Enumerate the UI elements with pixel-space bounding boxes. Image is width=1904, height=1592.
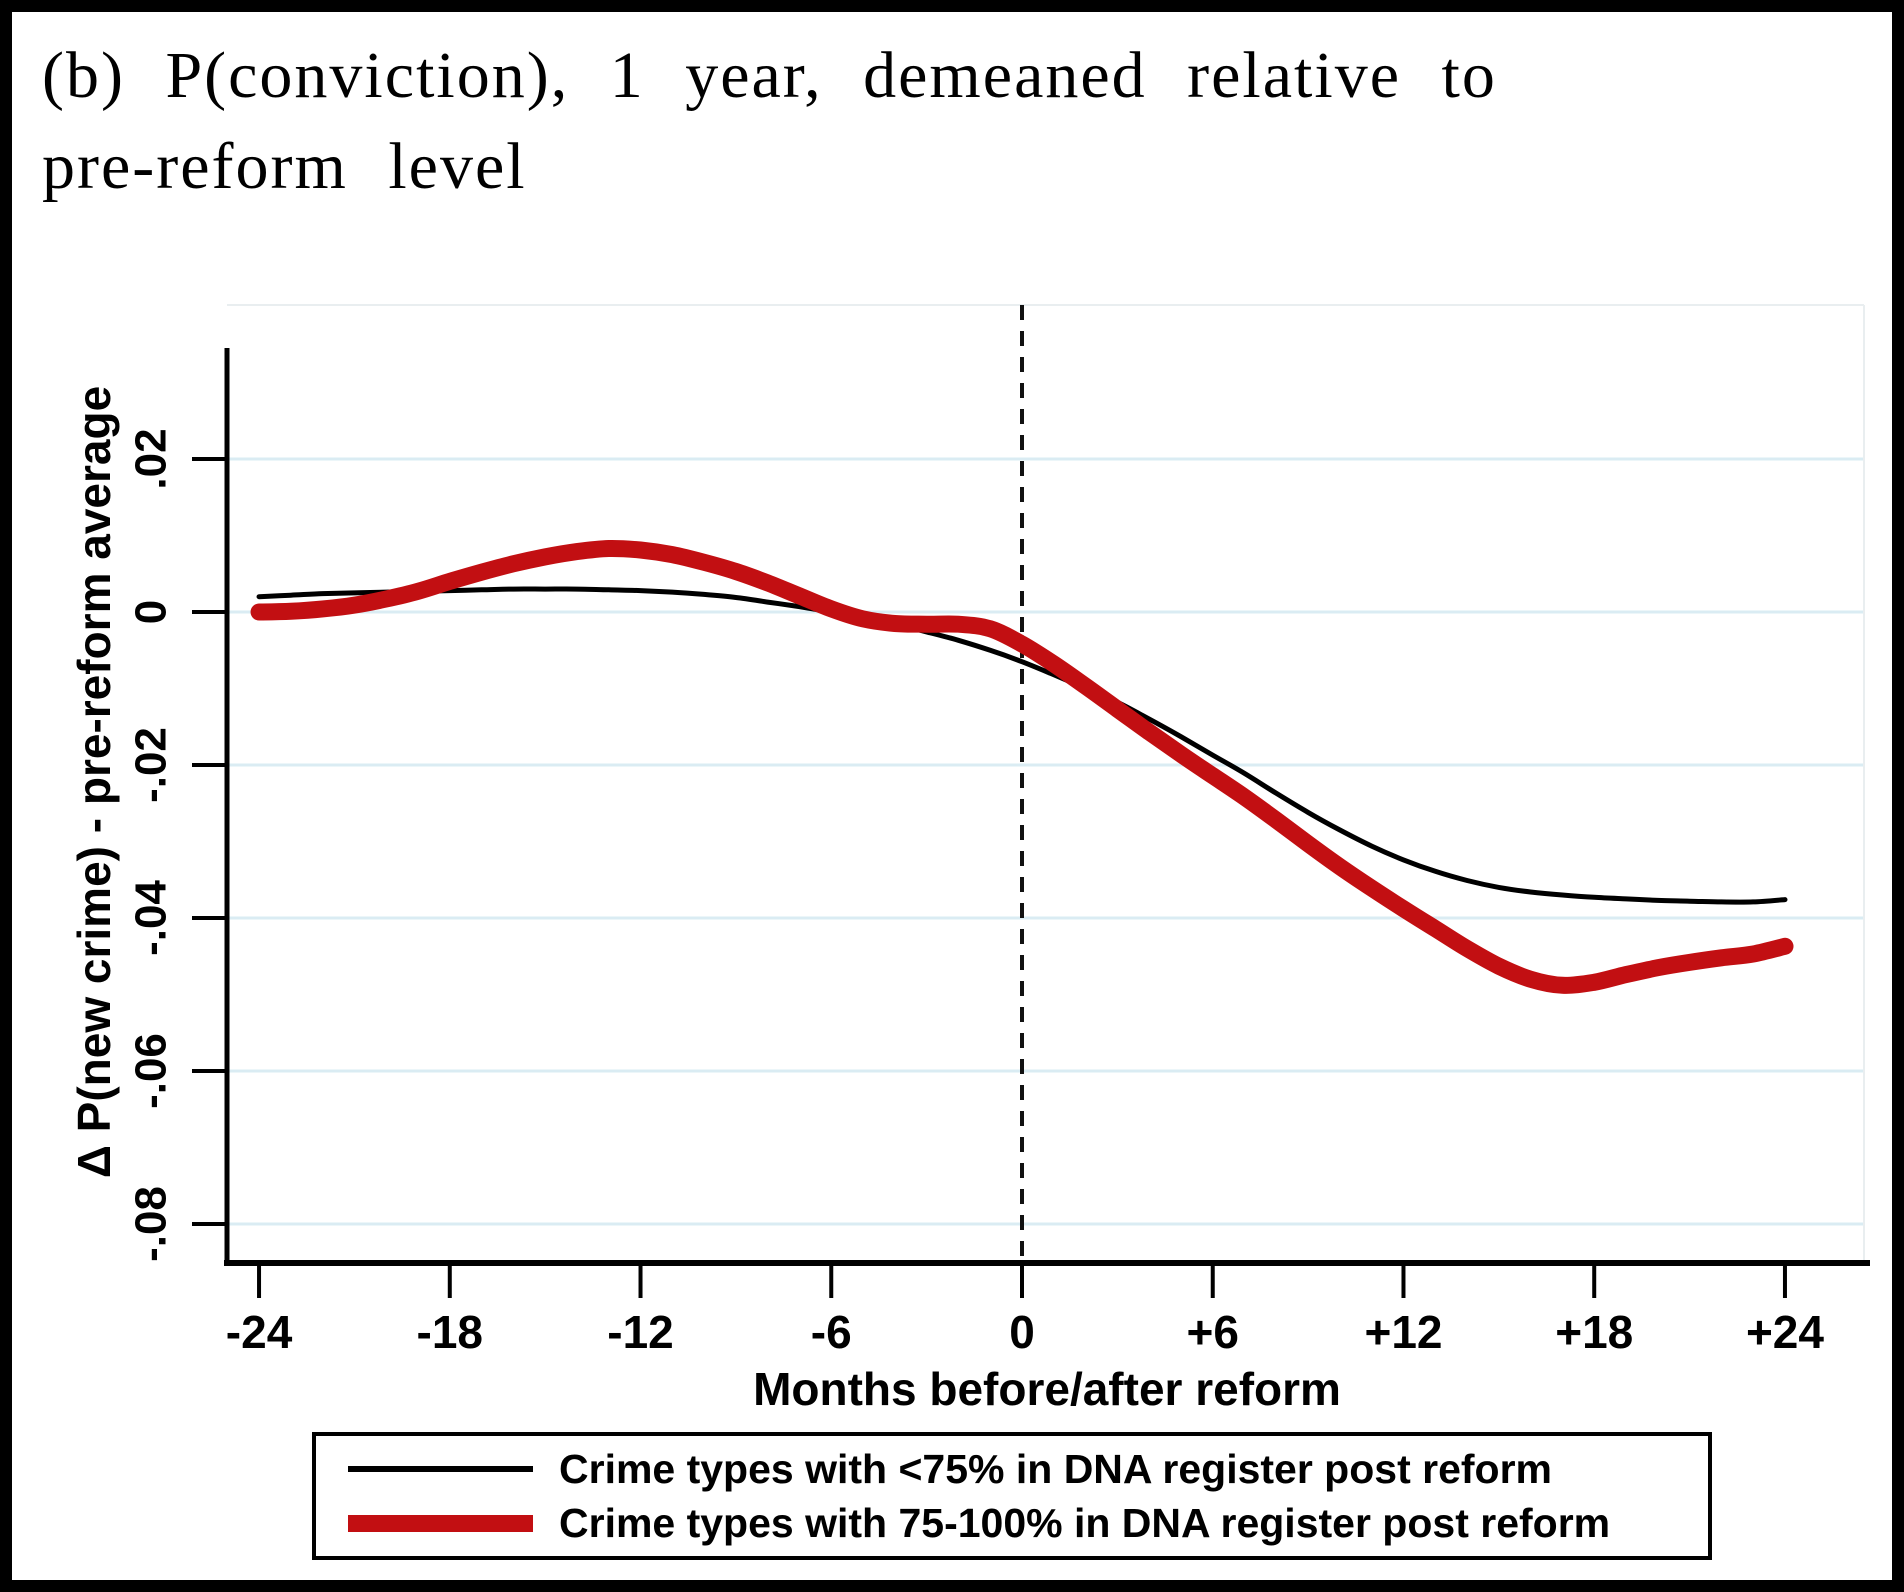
y-tick-label: -.06 [127,1033,176,1109]
x-tick-label: 0 [1009,1306,1035,1358]
y-tick-label: -.04 [127,880,176,956]
x-tick-label: -18 [417,1306,483,1358]
legend-row-75-100: Crime types with 75-100% in DNA register… [348,1500,1708,1547]
legend-swatch-black-line [348,1466,533,1472]
series-line-75-100-dna [250,539,1794,994]
chart-plot: .02 0 -.02 -.04 -.06 -.08 -24 -18 -12 -6 0 +6 +12 +18… [127,304,1870,1358]
x-tick-label: -12 [607,1306,673,1358]
y-axis-label: Δ P(new crime) - pre-reform average [68,385,120,1179]
legend-row-lt75: Crime types with <75% in DNA register po… [348,1446,1708,1493]
y-tick-label: .02 [127,428,176,489]
gridlines [227,457,1864,1226]
axis-ticks [192,457,1787,1298]
y-tick-label: 0 [127,600,176,624]
legend-swatch-red-line [348,1514,533,1532]
legend-swatch-wrap [348,1466,533,1472]
legend-label-75-100: Crime types with 75-100% in DNA register… [559,1499,1611,1546]
x-tick-label: +18 [1555,1306,1633,1358]
axis-tick-labels: .02 0 -.02 -.04 -.06 -.08 -24 -18 -12 -6 0 +6 +12 +18… [127,428,1825,1358]
y-tick-label: -.02 [127,727,176,803]
y-tick-label: -.08 [127,1186,176,1262]
series-line-lt75-dna [256,586,1788,905]
x-tick-label: +24 [1746,1306,1824,1358]
legend-box: Crime types with <75% in DNA register po… [312,1432,1712,1560]
figure-title-line1: (b) P(conviction), 1 year, demeaned rela… [42,39,1497,112]
legend-label-lt75: Crime types with <75% in DNA register po… [559,1445,1552,1492]
figure-title-line2: pre-reform level [42,130,527,204]
x-tick-label: -24 [226,1306,293,1358]
series-layer [250,539,1794,994]
figure-title: (b) P(conviction), 1 year, demeaned rela… [42,30,1892,212]
x-axis-label: Months before/after reform [753,1363,1341,1415]
legend-swatch-wrap [348,1514,533,1532]
x-tick-label: -6 [811,1306,852,1358]
x-tick-label: +12 [1364,1306,1442,1358]
x-tick-label: +6 [1187,1306,1239,1358]
